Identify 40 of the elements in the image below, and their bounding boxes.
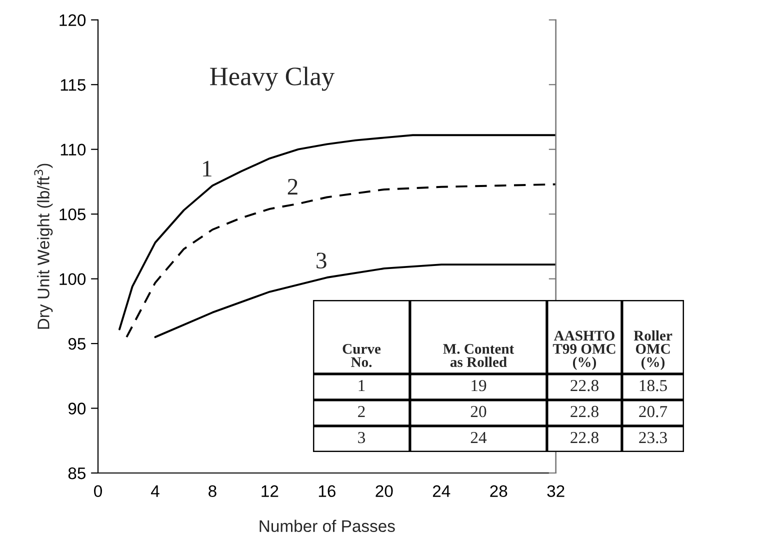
annotation: 19: [472, 380, 486, 392]
y-tick-label: 110: [60, 144, 86, 156]
annotation: AASHTO T99 OMC (%): [552, 330, 616, 370]
text: 23.3: [639, 432, 667, 444]
annotation: 24: [470, 432, 487, 444]
x-tick-label: 8: [208, 485, 216, 498]
y-tick-label: 85: [68, 467, 86, 480]
text: Roller OMC (%): [634, 330, 672, 370]
annotation: M. Content as Rolled: [443, 344, 514, 368]
x-tick-label: 16: [318, 485, 336, 498]
text: 22.8: [570, 380, 598, 392]
y-tick-label: 95: [68, 338, 86, 350]
x-tick-label: 0: [94, 485, 102, 498]
text: 22.8: [570, 406, 598, 418]
x-tick-label: 24: [432, 485, 450, 497]
text: 18.5: [640, 380, 667, 392]
y-axis-title: Dry Unit Weight (lb/ft$^{3}$): [34, 164, 53, 329]
x-tick-label: 20: [376, 485, 393, 498]
y-tick-label: 90: [68, 402, 86, 414]
annotation: 2: [358, 406, 365, 418]
line-series: [118, 134, 556, 330]
x-tick-label: 28: [490, 485, 508, 498]
series-label: 1: [203, 160, 212, 176]
annotation: 1: [358, 380, 365, 392]
y-tick-label: 100: [60, 273, 86, 286]
series-label: 3: [316, 252, 326, 269]
x-tick-label: 4: [150, 485, 160, 497]
annotation: 3: [358, 432, 366, 444]
y-tick-label: 120: [60, 14, 86, 26]
annotation: Curve No.: [342, 344, 381, 368]
y-tick-label: 105: [60, 208, 86, 220]
annotation: 20: [470, 406, 486, 418]
text: 22.8: [570, 432, 598, 444]
x-axis-title: Number of Passes: [260, 520, 395, 532]
x-tick-label: 32: [547, 485, 564, 498]
series-label: 2: [288, 178, 298, 195]
text: 20.7: [639, 406, 668, 418]
x-tick-label: 12: [262, 485, 278, 497]
text: Heavy Clay: [210, 66, 335, 91]
y-tick-label: 115: [60, 79, 86, 91]
